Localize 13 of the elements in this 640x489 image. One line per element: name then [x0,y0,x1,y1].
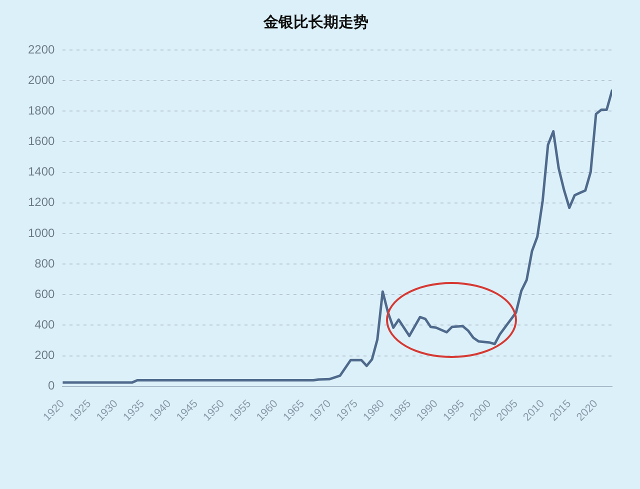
y-tick-label: 1600 [28,134,56,148]
y-tick-label: 600 [34,286,56,301]
y-tick-label: 400 [34,318,56,332]
chart-title: 金银比长期走势 [262,12,368,31]
y-tick-label: 2200 [28,42,56,56]
y-tick-label: 1800 [28,103,56,118]
y-tick-label: 1400 [28,164,56,179]
y-tick-label: 1000 [28,226,56,240]
y-tick-label: 0 [48,378,56,393]
y-tick-label: 800 [34,256,56,270]
y-tick-label: 1200 [28,195,56,210]
y-tick-label: 200 [34,348,56,362]
y-tick-label: 2000 [28,72,56,87]
